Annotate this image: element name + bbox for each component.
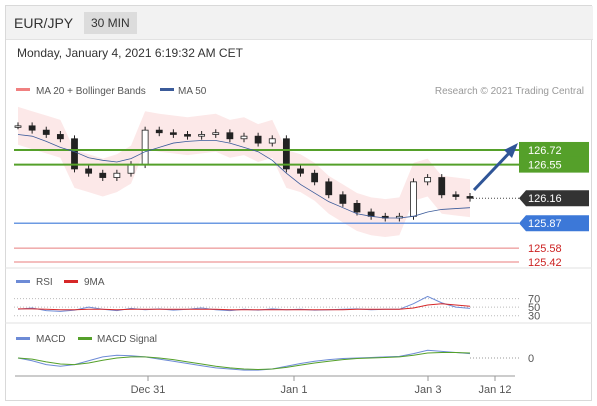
candle-body	[198, 134, 206, 137]
x-tick-label: Jan 3	[415, 384, 442, 396]
rsi-ma-legend-swatch	[64, 280, 78, 283]
candles	[14, 122, 474, 222]
candle-body	[339, 194, 347, 204]
x-axis-ticks: Dec 31 Jan 1 Jan 3 Jan 12	[131, 376, 512, 396]
candle-body	[240, 135, 248, 140]
ma20-legend-label: MA 20 + Bollinger Bands	[36, 86, 146, 97]
rsi-ma-legend-label: 9MA	[84, 277, 105, 288]
target-label: 125.42	[528, 257, 562, 269]
candle-body	[226, 132, 234, 140]
candle-body	[424, 177, 432, 183]
candle-body	[141, 129, 149, 166]
ma50-line	[17, 134, 471, 219]
candle-body	[268, 138, 276, 144]
price-levels: 126.72 126.55 126.16 125.87 125.58 125.42	[14, 141, 589, 269]
candle-body	[99, 172, 107, 178]
ma20-legend-swatch	[16, 88, 30, 91]
last-price-label-bg	[519, 190, 589, 207]
rsi-tick-label: 70	[528, 294, 540, 306]
macd-tick-label: 0	[528, 353, 534, 365]
macd-signal-legend-label: MACD Signal	[97, 334, 157, 345]
ma50-legend-swatch	[160, 88, 174, 91]
candle-body	[212, 132, 220, 135]
rsi-tick-label: 50	[528, 302, 540, 314]
candle-body	[42, 129, 50, 135]
resistance-label: 126.55	[528, 160, 562, 172]
candle-body	[184, 134, 191, 137]
candle-body	[71, 138, 78, 170]
rsi-legend-swatch	[16, 280, 30, 283]
resistance-label-bg	[519, 141, 589, 158]
resistance-label: 126.72	[528, 145, 562, 157]
candle-body	[297, 168, 304, 174]
x-tick-label: Jan 1	[281, 384, 308, 396]
forecast-arrow	[472, 148, 514, 192]
candle-body	[56, 134, 64, 140]
resistance-label-bg	[519, 156, 589, 173]
macd-axis: 0	[470, 353, 534, 365]
credit-text: Research © 2021 Trading Central	[435, 86, 584, 97]
candle-body	[14, 125, 22, 128]
macd-signal-legend-swatch	[78, 337, 92, 340]
support-label: 125.87	[528, 218, 562, 230]
ma50-legend-label: MA 50	[178, 86, 207, 97]
candle-body	[127, 164, 135, 174]
last-price-label: 126.16	[528, 193, 562, 205]
candle-body	[113, 172, 121, 178]
candle-body	[353, 202, 361, 213]
candle-body	[254, 135, 262, 144]
candle-body	[155, 129, 163, 134]
candle-body	[452, 194, 460, 197]
currency-pair: EUR/JPY	[14, 15, 74, 31]
candle-body	[282, 138, 290, 170]
candle-body	[169, 132, 177, 135]
support-label-bg	[519, 215, 589, 232]
candle-body	[410, 181, 417, 217]
timeframe-badge[interactable]: 30 MIN	[84, 12, 137, 34]
forecast-arrow-head	[504, 143, 518, 158]
candle-body	[438, 177, 446, 196]
x-tick-label: Dec 31	[131, 384, 166, 396]
timestamp: Monday, January 4, 2021 6:19:32 AM CET	[17, 46, 243, 60]
rsi-tick-label: 30	[528, 311, 540, 323]
rsi-legend-label: RSI	[36, 277, 53, 288]
macd-line	[17, 349, 471, 371]
target-label: 125.58	[528, 243, 562, 255]
macd-legend-swatch	[16, 337, 30, 340]
macd-signal-line	[17, 352, 471, 371]
candle-body	[325, 181, 333, 196]
x-tick-label: Jan 12	[478, 384, 511, 396]
candle-body	[28, 125, 36, 131]
header-bar: EUR/JPY 30 MIN	[6, 6, 593, 40]
macd-legend-label: MACD	[36, 334, 65, 345]
rsi-ma-line	[18, 303, 471, 311]
chart-frame: EUR/JPY 30 MIN Monday, January 4, 2021 6…	[5, 5, 593, 401]
candle-body	[311, 172, 319, 183]
candle-body	[85, 168, 93, 174]
